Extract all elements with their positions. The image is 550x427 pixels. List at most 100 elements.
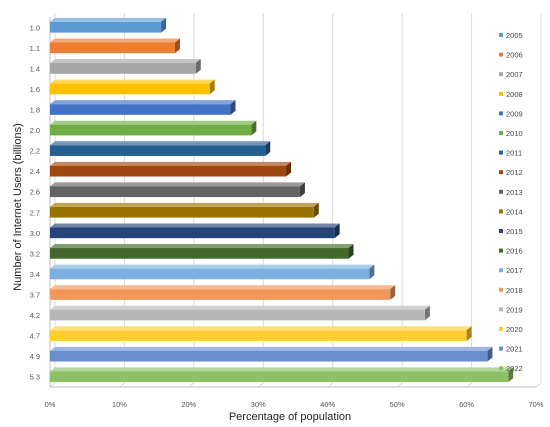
floor-gridline: [119, 382, 125, 388]
legend-label: 2022: [506, 364, 523, 373]
legend-swatch: [499, 189, 503, 194]
legend: 2005 2006 2007 2008 2009 2010 2011 2012 2013 2014…: [499, 31, 523, 373]
y-tick-label: 1.0: [30, 23, 40, 32]
legend-swatch: [499, 91, 503, 96]
legend-swatch: [499, 346, 503, 351]
bar-front-face: [50, 248, 349, 259]
legend-item: 2009: [499, 109, 523, 118]
legend-swatch: [499, 170, 503, 175]
legend-label: 2019: [506, 305, 523, 314]
x-tick-label: 70%: [528, 400, 543, 409]
y-tick-label: 4.7: [30, 332, 40, 341]
legend-item: 2013: [499, 188, 523, 197]
legend-item: 2012: [499, 168, 523, 177]
bar: [50, 264, 375, 280]
bar-end-face: [369, 264, 375, 280]
x-tick-label: 20%: [181, 400, 196, 409]
floor-gridline: [396, 382, 403, 388]
y-tick-label: 2.4: [30, 167, 40, 176]
y-tick-label: 2.0: [30, 126, 40, 135]
y-tick-label: 5.3: [30, 373, 40, 382]
bar-front-face: [50, 145, 266, 156]
bar-end-face: [508, 367, 514, 383]
bar-end-face: [334, 223, 340, 239]
legend-swatch: [499, 366, 503, 371]
x-tick-label: 40%: [320, 400, 335, 409]
y-tick-label: 4.2: [30, 311, 40, 320]
floor-gridline: [327, 382, 334, 388]
bar-top-face: [50, 223, 340, 228]
legend-item: 2021: [499, 345, 523, 354]
y-axis-title: Number of Internet Users (billions): [12, 123, 24, 291]
legend-item: 2005: [499, 31, 523, 40]
x-tick-label: 10%: [112, 400, 127, 409]
legend-label: 2015: [506, 227, 523, 236]
legend-item: 2018: [499, 286, 523, 295]
bar-top-face: [50, 346, 493, 351]
legend-item: 2006: [499, 51, 523, 60]
x-tick-label: 0%: [45, 400, 56, 409]
bar: [50, 182, 305, 198]
bar-top-face: [50, 244, 354, 249]
bar-top-face: [50, 326, 472, 331]
bar: [50, 367, 514, 383]
legend-swatch: [499, 268, 503, 273]
bar-end-face: [348, 244, 354, 259]
bar-end-face: [299, 182, 305, 198]
bar-end-face: [466, 326, 472, 341]
bar-end-face: [286, 161, 292, 177]
y-tick-label: 3.4: [30, 270, 40, 279]
bar-front-face: [50, 21, 162, 33]
bar-end-face: [487, 346, 493, 362]
legend-label: 2020: [506, 325, 523, 334]
x-tick-label: 60%: [459, 400, 474, 409]
legend-item: 2008: [499, 90, 523, 99]
legend-item: 2017: [499, 266, 523, 275]
y-tick-label: 1.8: [30, 106, 40, 115]
legend-swatch: [499, 209, 503, 214]
bar: [50, 38, 180, 54]
legend-swatch: [499, 327, 503, 331]
bar-front-face: [50, 42, 175, 54]
bar-top-face: [50, 100, 236, 105]
bar-front-face: [50, 206, 314, 218]
legend-label: 2018: [506, 286, 523, 295]
legend-swatch: [499, 287, 503, 292]
bar-front-face: [50, 124, 252, 136]
bar-top-face: [50, 141, 271, 146]
legend-label: 2012: [506, 168, 523, 177]
y-tick-label: 2.6: [30, 188, 40, 197]
bar: [50, 326, 472, 341]
y-tick-label: 1.1: [30, 44, 40, 53]
y-tick-label: 4.9: [30, 352, 40, 361]
bar-end-face: [424, 305, 430, 321]
legend-label: 2010: [506, 129, 523, 138]
floor-gridline: [466, 382, 472, 388]
bar-front-face: [50, 227, 335, 239]
floor-gridline: [49, 382, 56, 388]
bar-end-face: [195, 59, 201, 74]
legend-label: 2007: [506, 70, 523, 79]
legend-swatch: [499, 72, 503, 77]
bar: [50, 141, 271, 156]
y-tick-label: 3.2: [30, 249, 40, 258]
bar: [50, 79, 215, 95]
bar-top-face: [50, 79, 215, 84]
bar-front-face: [50, 330, 467, 341]
bar-top-face: [50, 182, 305, 187]
bar: [50, 59, 201, 74]
legend-label: 2016: [506, 247, 523, 256]
bar-front-face: [50, 268, 370, 280]
bar-front-face: [50, 309, 425, 321]
legend-swatch: [499, 248, 503, 253]
x-axis-title: Percentage of population: [229, 411, 351, 423]
legend-swatch: [499, 52, 503, 57]
bar-front-face: [50, 63, 196, 74]
floor-gridline: [188, 382, 195, 388]
bar-front-face: [50, 165, 287, 177]
legend-item: 2015: [499, 227, 523, 236]
y-tick-label: 1.6: [30, 85, 40, 94]
bar-top-face: [50, 59, 201, 64]
bar-front-face: [50, 289, 391, 300]
bar-top-face: [50, 285, 396, 290]
